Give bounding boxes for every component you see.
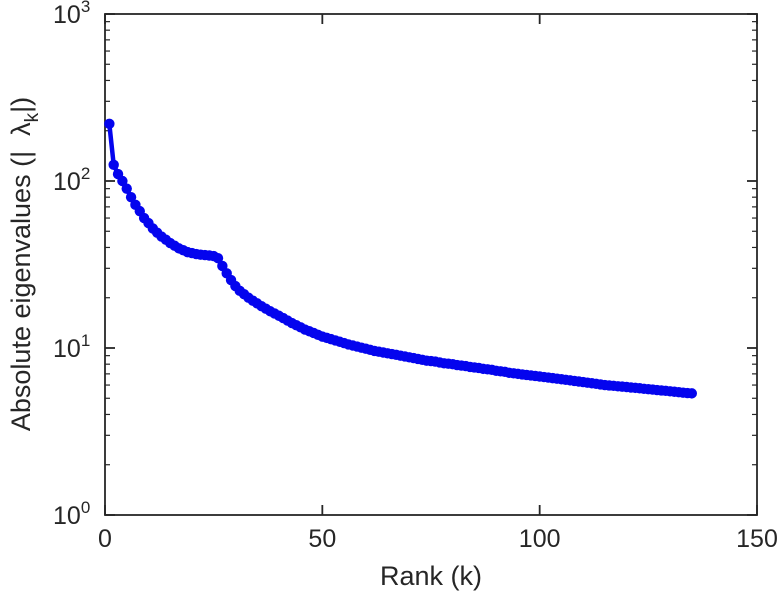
y-tick-label: 100 (53, 498, 90, 530)
x-axis-label: Rank (k) (380, 561, 482, 591)
y-axis-label-gap (6, 136, 36, 151)
series-marker (212, 252, 224, 264)
y-tick-label: 103 (53, 0, 90, 29)
plot-area: 0 50 100 150 100 101 102 103 (53, 0, 778, 553)
series-marker (104, 118, 115, 130)
series-marker (108, 159, 119, 171)
y-axis-label-subscript: k (22, 112, 43, 122)
y-axis-label: Absolute eigenvalues (| λk|) (6, 97, 43, 431)
y-axis-label-suffix: |) (6, 97, 36, 113)
x-tick-label: 100 (519, 525, 561, 553)
series-marker (686, 388, 697, 399)
series-marker (125, 191, 137, 203)
x-tick-label: 150 (736, 525, 778, 553)
series-marker (117, 175, 128, 187)
x-tick-label: 50 (308, 525, 336, 553)
y-axis-label-prefix: Absolute eigenvalues (| (6, 151, 36, 431)
y-tick-label: 102 (53, 164, 90, 196)
series-marker (121, 183, 132, 194)
y-axis-label-lambda: λ (6, 122, 36, 136)
x-tick-label: 0 (98, 525, 112, 553)
y-tick-label: 101 (53, 331, 90, 363)
axes-box (104, 13, 758, 516)
